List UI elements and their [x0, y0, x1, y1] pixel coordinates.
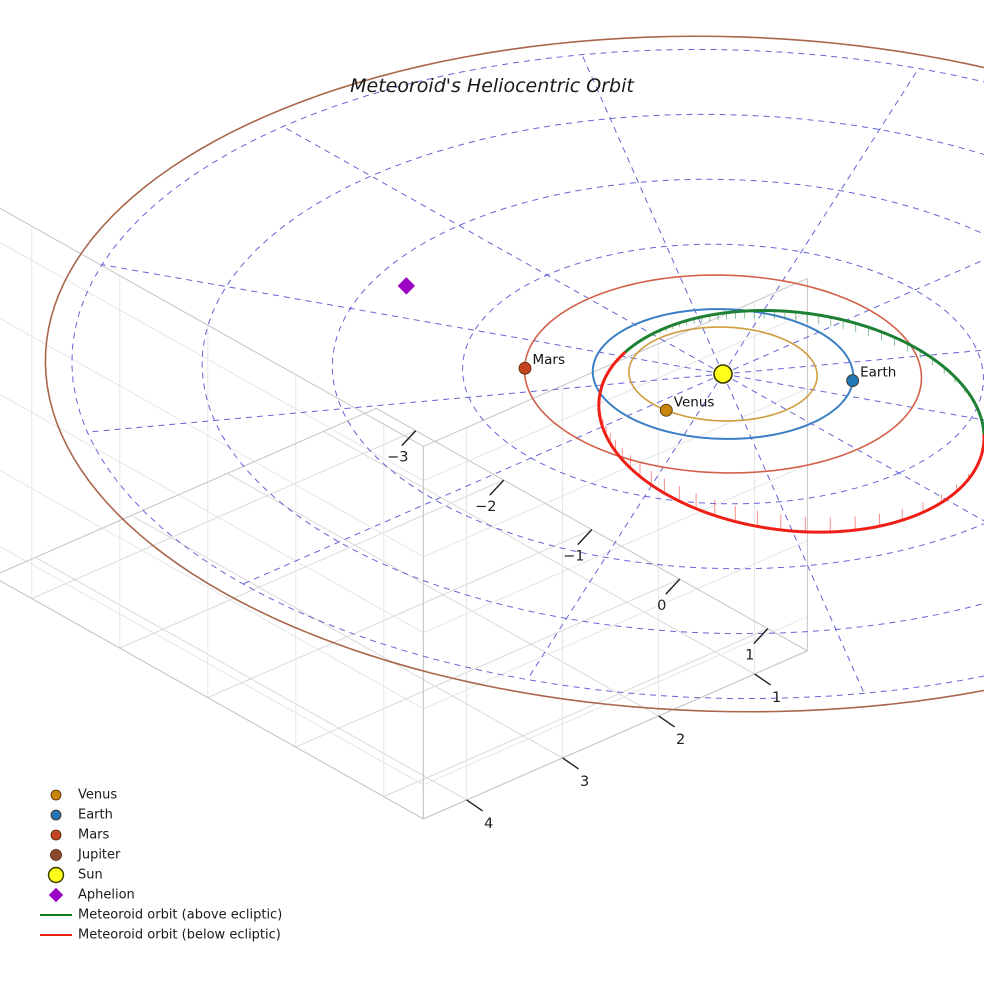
earth-label: Earth	[860, 365, 896, 381]
x-axis-tick-label: −1	[563, 549, 584, 565]
legend-label: Mars	[78, 828, 110, 843]
x-axis-tick-label: −3	[387, 450, 408, 466]
y-axis-tick-label: 2	[676, 732, 685, 748]
legend-marker-circle	[50, 829, 62, 841]
x-axis-tickmark	[489, 479, 505, 496]
legend-marker-circle	[50, 789, 62, 801]
legend-label: Meteoroid orbit (below ecliptic)	[78, 928, 281, 943]
orbit-earth-orbit	[591, 308, 855, 440]
orbit-mars-orbit	[523, 274, 923, 474]
legend-label: Sun	[78, 868, 103, 883]
legend-label: Earth	[78, 808, 113, 823]
meteoroid-orbit	[597, 309, 984, 534]
legend-item-aphelion[interactable]: Aphelion	[48, 887, 135, 903]
legend-marker-diamond	[48, 887, 64, 903]
y-axis-tickmark	[754, 673, 771, 686]
page-title: Meteoroid's Heliocentric Orbit	[350, 75, 635, 97]
ecliptic-polar-grid	[71, 48, 984, 700]
x-axis-tick-label: 0	[657, 598, 666, 614]
legend-item-jupiter[interactable]: Jupiter	[50, 848, 122, 863]
legend-label: Aphelion	[78, 888, 135, 903]
legend-marker-circle	[50, 809, 62, 821]
legend-label: Meteoroid orbit (above ecliptic)	[78, 908, 282, 923]
meteoroid-arc-above-ecliptic	[658, 309, 984, 437]
body-markers: Venus Earth Mars	[397, 277, 896, 417]
y-axis-tickmark	[466, 799, 483, 812]
legend-label: Venus	[78, 788, 117, 803]
venus-label: Venus	[674, 394, 715, 410]
x-axis-tickmark	[401, 430, 417, 447]
y-axis-tick-label: 3	[580, 774, 589, 790]
x-axis-tickmark	[753, 628, 769, 645]
legend: Venus Earth Mars Jupiter Sun Aphelion Meteoroi…	[40, 788, 282, 943]
y-axis-tickmark	[562, 757, 579, 770]
x-axis-tick-label: −2	[475, 499, 496, 515]
legend-item-meteoroid-orbit-below-ecliptic[interactable]: Meteoroid orbit (below ecliptic)	[40, 928, 281, 943]
y-axis-tick-label: 4	[484, 816, 493, 832]
legend-marker-circle	[50, 849, 62, 861]
legend-item-sun[interactable]: Sun	[47, 866, 103, 884]
x-axis-tick-label: 1	[745, 648, 754, 664]
meteoroid-arc-below-ecliptic	[597, 349, 984, 534]
y-axis-tickmark	[658, 715, 675, 728]
planet-orbits	[44, 35, 984, 713]
legend-item-venus[interactable]: Venus	[50, 788, 117, 803]
x-axis-tickmark	[665, 578, 681, 595]
mars-marker	[518, 361, 532, 375]
aphelion-marker	[397, 277, 416, 295]
axes-box	[0, 207, 809, 820]
earth-marker	[846, 374, 859, 388]
venus-marker	[659, 403, 673, 417]
orbit-jupiter-orbit	[44, 35, 984, 713]
legend-item-meteoroid-orbit-above-ecliptic[interactable]: Meteoroid orbit (above ecliptic)	[40, 908, 282, 923]
mars-label: Mars	[533, 352, 566, 368]
legend-item-earth[interactable]: Earth	[50, 808, 113, 823]
legend-marker-circle	[47, 866, 65, 884]
meteoroid-arc-above-ecliptic	[624, 328, 662, 353]
orbit-venus-orbit	[628, 326, 818, 422]
y-axis-tick-label: 1	[772, 690, 781, 706]
x-axis-tickmark	[577, 529, 593, 546]
legend-label: Jupiter	[77, 848, 121, 863]
sun-marker	[713, 364, 733, 384]
legend-item-mars[interactable]: Mars	[50, 828, 110, 843]
